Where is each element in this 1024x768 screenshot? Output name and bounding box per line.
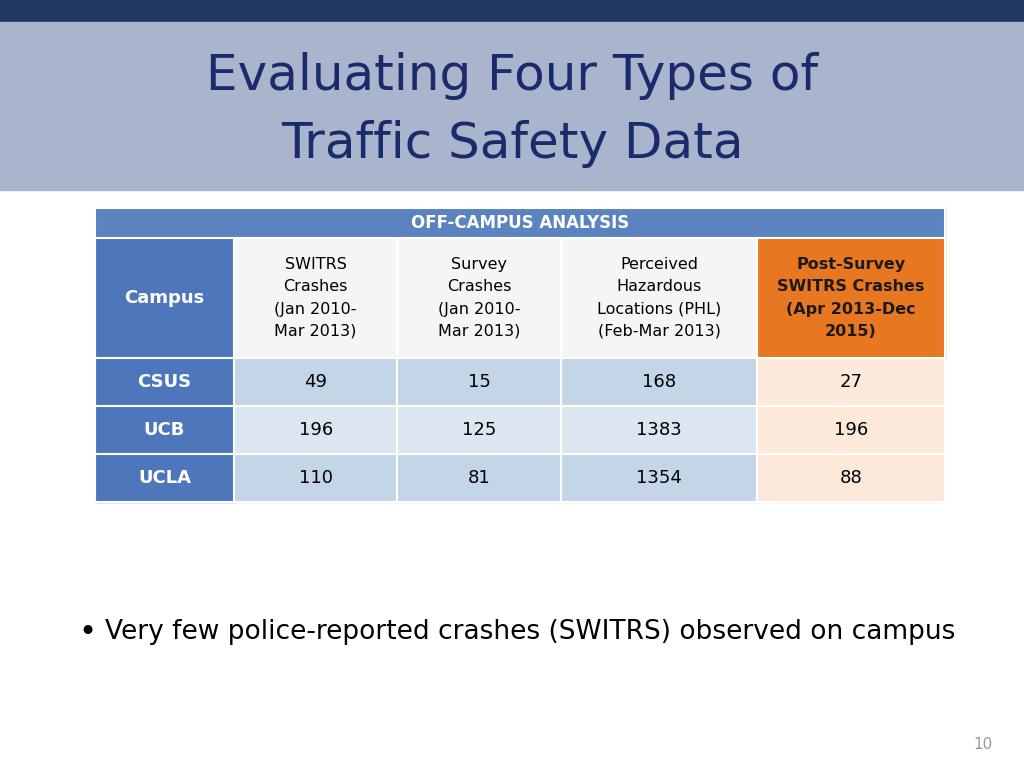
Text: Post-Survey
SWITRS Crashes
(Apr 2013-Dec
2015): Post-Survey SWITRS Crashes (Apr 2013-Dec… (777, 257, 925, 339)
Bar (757, 358, 945, 406)
Text: SWITRS
Crashes
(Jan 2010-
Mar 2013): SWITRS Crashes (Jan 2010- Mar 2013) (274, 257, 357, 339)
Text: 10: 10 (974, 737, 993, 752)
Text: 125: 125 (462, 421, 497, 439)
Text: •: • (78, 617, 96, 647)
Bar (561, 358, 757, 406)
Text: 168: 168 (642, 373, 676, 391)
Bar (95, 238, 233, 358)
Text: 1354: 1354 (636, 469, 682, 487)
Bar (0, 0, 1024, 22)
Bar (397, 358, 561, 406)
Bar (95, 358, 233, 406)
Text: Campus: Campus (124, 289, 205, 307)
Bar (561, 238, 757, 358)
Text: UCB: UCB (143, 421, 185, 439)
Bar (233, 238, 397, 358)
Bar (0, 22, 1024, 190)
Bar (757, 406, 945, 454)
Text: 196: 196 (834, 421, 868, 439)
Text: Traffic Safety Data: Traffic Safety Data (281, 120, 743, 168)
Text: OFF-CAMPUS ANALYSIS: OFF-CAMPUS ANALYSIS (411, 214, 629, 232)
Text: Perceived
Hazardous
Locations (PHL)
(Feb-Mar 2013): Perceived Hazardous Locations (PHL) (Feb… (597, 257, 721, 339)
Text: 15: 15 (468, 373, 490, 391)
Text: Very few police-reported crashes (SWITRS) observed on campus: Very few police-reported crashes (SWITRS… (105, 619, 955, 645)
Text: 27: 27 (840, 373, 862, 391)
Bar (757, 454, 945, 502)
Bar (95, 208, 945, 238)
Bar (561, 454, 757, 502)
Bar (397, 406, 561, 454)
Bar (397, 454, 561, 502)
Text: 88: 88 (840, 469, 862, 487)
Bar (561, 406, 757, 454)
Text: 1383: 1383 (636, 421, 682, 439)
Text: 110: 110 (299, 469, 333, 487)
Bar (233, 358, 397, 406)
Text: UCLA: UCLA (138, 469, 190, 487)
Text: 196: 196 (299, 421, 333, 439)
Bar (233, 454, 397, 502)
Bar (95, 454, 233, 502)
Bar (757, 238, 945, 358)
Text: 81: 81 (468, 469, 490, 487)
Text: Evaluating Four Types of: Evaluating Four Types of (206, 52, 818, 100)
Bar (233, 406, 397, 454)
Bar (95, 406, 233, 454)
Text: Survey
Crashes
(Jan 2010-
Mar 2013): Survey Crashes (Jan 2010- Mar 2013) (438, 257, 520, 339)
Bar (397, 238, 561, 358)
Text: 49: 49 (304, 373, 328, 391)
Text: CSUS: CSUS (137, 373, 191, 391)
